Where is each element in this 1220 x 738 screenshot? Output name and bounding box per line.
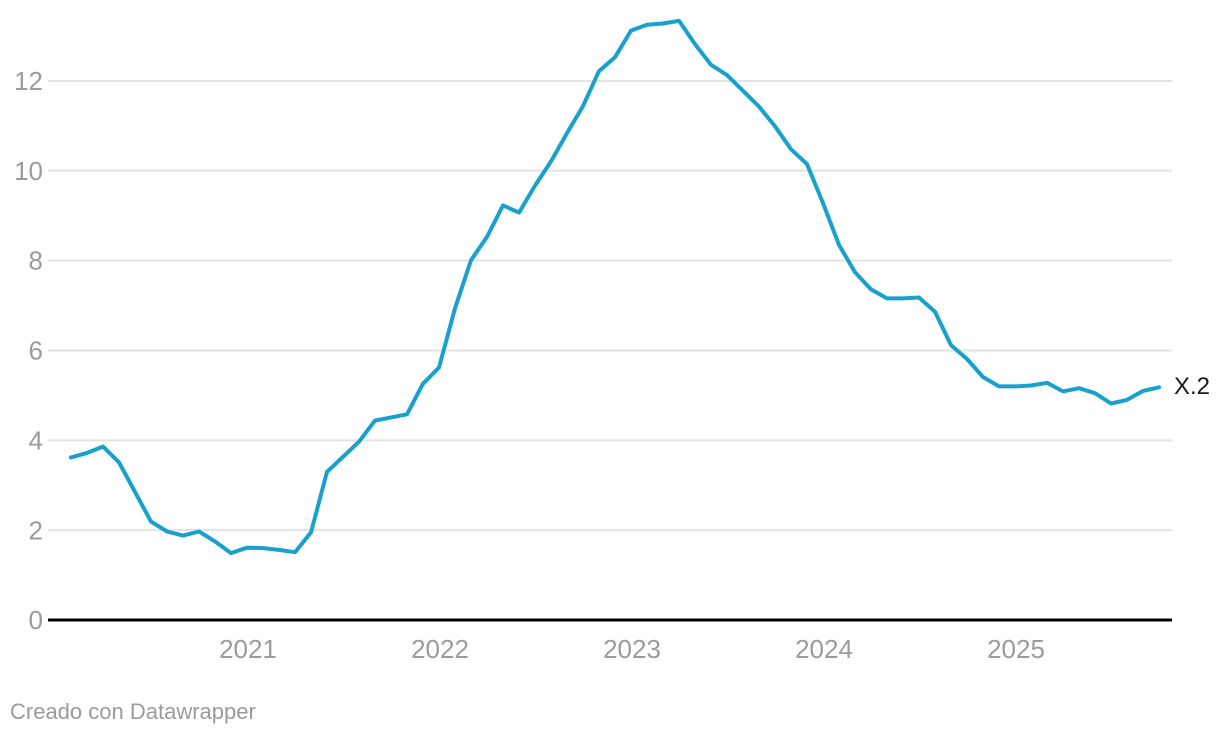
x-axis-tick-label: 2023 [603,634,661,664]
y-axis-tick-label: 12 [14,66,43,96]
y-axis-tick-label: 2 [29,515,43,545]
datawrapper-credit-link[interactable]: Creado con Datawrapper [10,699,256,724]
line-end-value-label: X.2 [1174,373,1211,400]
y-axis-tick-label: 0 [29,605,43,635]
x-axis-tick-label: 2024 [795,634,853,664]
y-axis-tick-label: 4 [29,425,43,455]
plot-area: 0 2 4 6 8 10 12 2021 2022 2023 2024 2025 [14,18,1172,664]
data-line-series [69,18,1161,556]
y-axis-tick-label: 10 [14,156,43,186]
x-axis-tick-label: 2025 [987,634,1045,664]
x-axis-tick-label: 2022 [411,634,469,664]
y-axis-tick-label: 8 [29,246,43,276]
x-axis-tick-label: 2021 [219,634,277,664]
y-axis-tick-label: 6 [29,336,43,366]
